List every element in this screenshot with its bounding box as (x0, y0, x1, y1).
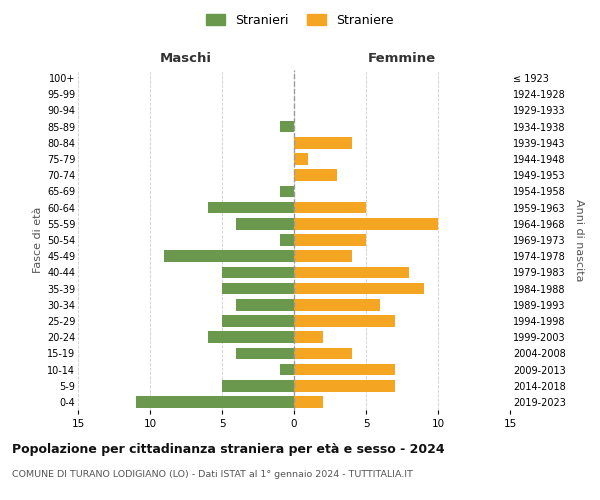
Bar (236, 218, 294, 230)
Bar (294, 153, 308, 165)
Bar (164, 250, 294, 262)
Bar (236, 348, 294, 359)
Bar (294, 348, 352, 359)
Text: Popolazione per cittadinanza straniera per età e sesso - 2024: Popolazione per cittadinanza straniera p… (12, 442, 445, 456)
Y-axis label: Fasce di età: Fasce di età (32, 207, 43, 273)
Bar (236, 299, 294, 310)
Bar (222, 266, 294, 278)
Bar (208, 202, 294, 213)
Text: COMUNE DI TURANO LODIGIANO (LO) - Dati ISTAT al 1° gennaio 2024 - TUTTITALIA.IT: COMUNE DI TURANO LODIGIANO (LO) - Dati I… (12, 470, 413, 479)
Legend: Stranieri, Straniere: Stranieri, Straniere (202, 8, 398, 32)
Bar (294, 332, 323, 343)
Bar (136, 396, 294, 407)
Bar (294, 364, 395, 376)
Bar (294, 282, 424, 294)
Y-axis label: Anni di nascita: Anni di nascita (574, 198, 584, 281)
Bar (294, 315, 395, 327)
Bar (280, 186, 294, 198)
Bar (294, 170, 337, 181)
Bar (294, 202, 366, 213)
Bar (280, 234, 294, 246)
Text: Maschi: Maschi (160, 52, 212, 65)
Bar (222, 315, 294, 327)
Bar (280, 121, 294, 132)
Bar (294, 380, 395, 392)
Bar (294, 137, 352, 148)
Text: Femmine: Femmine (368, 52, 436, 65)
Bar (280, 364, 294, 376)
Bar (294, 299, 380, 310)
Bar (294, 396, 323, 407)
Bar (294, 250, 352, 262)
Bar (208, 332, 294, 343)
Bar (294, 218, 438, 230)
Bar (222, 380, 294, 392)
Bar (222, 282, 294, 294)
Bar (294, 266, 409, 278)
Bar (294, 234, 366, 246)
